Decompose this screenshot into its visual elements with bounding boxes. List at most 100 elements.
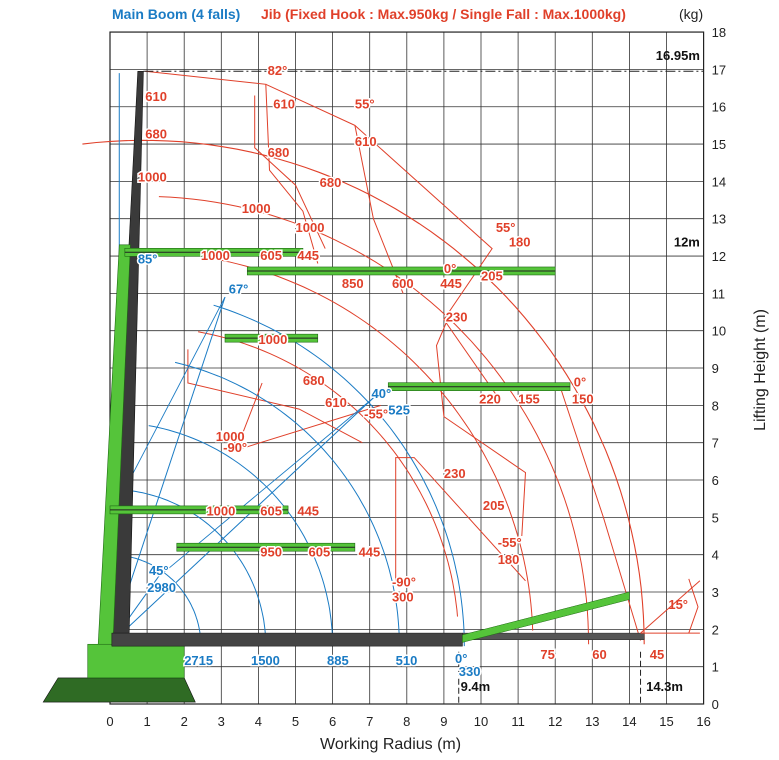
jib-load-label: 0° (444, 261, 456, 276)
jib-path (235, 382, 381, 451)
x-tick-label: 13 (585, 714, 599, 729)
boom-arc (174, 361, 400, 647)
jib-load-label: 445 (297, 248, 319, 263)
jib-load-label: 605 (260, 503, 282, 518)
jib-load-label: 445 (440, 276, 462, 291)
x-tick-label: 8 (403, 714, 410, 729)
grid (109, 31, 705, 705)
x-tick-label: 16 (696, 714, 710, 729)
x-tick-label: 2 (181, 714, 188, 729)
jib-load-label: 610 (145, 89, 167, 104)
jib-load-label: 680 (320, 175, 342, 190)
horizontal-boom (111, 632, 463, 647)
main-boom-load-label: 67° (229, 281, 249, 296)
jib-load-label: 230 (444, 466, 466, 481)
x-tick-label: 3 (218, 714, 225, 729)
y-tick-label: 16 (712, 100, 726, 115)
jib-load-label: 75 (540, 647, 554, 662)
x-tick-label: 12 (548, 714, 562, 729)
main-boom-load-label: 510 (396, 653, 418, 668)
jib-load-label: 82° (268, 63, 288, 78)
radius-9-4-label: 9.4m (461, 679, 491, 694)
x-tick-label: 10 (474, 714, 488, 729)
y-tick-label: 0 (712, 697, 719, 712)
y-tick-label: 2 (712, 622, 719, 637)
jib-load-label: 680 (303, 373, 325, 388)
x-axis-title: Working Radius (m) (320, 736, 462, 753)
jib-load-label: 680 (268, 145, 290, 160)
jib-load-label: 60 (592, 647, 606, 662)
jib-arc (198, 331, 458, 617)
jib-load-label: 610 (273, 97, 295, 112)
boom-arc (110, 554, 202, 647)
jib-load-label: 0° (574, 375, 586, 390)
jib-load-label: 950 (260, 545, 282, 560)
crane-base (42, 677, 196, 703)
jib-title: Jib (Fixed Hook : Max.950kg / Single Fal… (261, 6, 626, 22)
angle-line (640, 580, 701, 634)
y-tick-label: 9 (712, 361, 719, 376)
jib-load-label: 180 (509, 235, 531, 250)
jib-load-label: -55° (364, 406, 388, 421)
y-tick-label: 5 (712, 510, 719, 525)
jib-load-label: 1000 (138, 169, 167, 184)
y-tick-label: 7 (712, 436, 719, 451)
jib-load-label: 150 (572, 391, 594, 406)
jib-path (435, 319, 527, 537)
jib-load-label: 180 (498, 552, 520, 567)
jib-path (354, 125, 497, 395)
jib-path (145, 70, 319, 264)
jib-load-label: 1000 (296, 220, 325, 235)
jib-path (395, 457, 526, 582)
y-tick-label: 18 (712, 25, 726, 40)
y-tick-label: 12 (712, 249, 726, 264)
main-boom-load-label: 330 (459, 664, 481, 679)
y-tick-label: 8 (712, 398, 719, 413)
main-boom-load-label: 525 (388, 403, 410, 418)
main-boom-load-label: 45° (149, 563, 169, 578)
y-tick-label: 17 (712, 62, 726, 77)
y-tick-label: 15 (712, 137, 726, 152)
jib-load-label: 155 (518, 391, 540, 406)
main-boom-load-label: 2980 (147, 580, 176, 595)
x-tick-label: 1 (143, 714, 150, 729)
y-tick-label: 14 (712, 174, 726, 189)
jib-load-label: -55° (498, 535, 522, 550)
max-height-label: 16.95m (656, 48, 700, 63)
x-tick-label: 11 (511, 714, 525, 729)
jib-load-label: 55° (496, 220, 516, 235)
jib-load-label: 1000 (258, 332, 287, 347)
jib-load-label: 605 (308, 545, 330, 560)
jib-load-label: -90° (223, 440, 247, 455)
jib-load-label: 610 (355, 134, 377, 149)
main-boom-load-label: 85° (138, 252, 158, 267)
jib-load-label: 230 (446, 309, 468, 324)
x-tick-label: 0 (106, 714, 113, 729)
jib-load-label: 850 (342, 276, 364, 291)
jib-load-label: 605 (260, 248, 282, 263)
jib-load-label: 1000 (201, 248, 230, 263)
jib-path (254, 95, 326, 249)
jib-load-label: 205 (483, 498, 505, 513)
boom-arc (213, 304, 465, 647)
main-boom-title: Main Boom (4 falls) (112, 6, 241, 22)
jib-load-label: 1000 (206, 503, 235, 518)
x-tick-label: 14 (622, 714, 636, 729)
y-tick-label: 1 (712, 660, 719, 675)
jib-load-label: 205 (481, 268, 503, 283)
jib-load-label: 445 (359, 545, 381, 560)
jib-load-label: 1000 (242, 201, 271, 216)
jib-load-label: 300 (392, 589, 414, 604)
x-tick-label: 7 (366, 714, 373, 729)
x-tick-label: 9 (440, 714, 447, 729)
boom-arc (148, 425, 334, 647)
main-boom-load-label: 1500 (251, 653, 280, 668)
jib-path (187, 349, 363, 444)
jib-load-label: 600 (392, 276, 414, 291)
height-12-label: 12m (674, 235, 700, 250)
y-tick-label: 6 (712, 473, 719, 488)
x-tick-label: 15 (659, 714, 673, 729)
angle-arc (688, 578, 699, 634)
